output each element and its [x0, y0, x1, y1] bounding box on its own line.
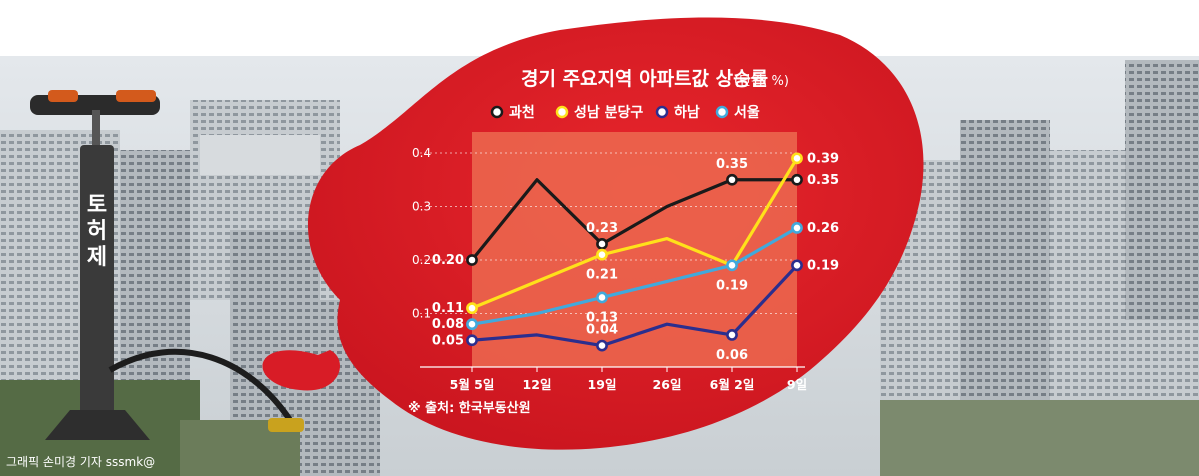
x-tick-label: 5월 5일: [450, 377, 495, 392]
data-label: 0.05: [432, 333, 464, 348]
legend-marker-gwacheon: [490, 105, 504, 119]
data-point: [791, 173, 803, 186]
chart-unit: (단위: %): [734, 74, 789, 89]
chart-title: 경기 주요지역 아파트값 상승률: [521, 68, 768, 90]
data-label: 0.19: [716, 278, 748, 293]
data-point: [466, 254, 478, 266]
y-tick-label: 0.1: [412, 307, 431, 321]
x-tick-label: 6월 2일: [710, 377, 755, 392]
y-tick-label: 0.3: [412, 200, 431, 214]
y-tick-label: 0.2: [412, 253, 431, 267]
data-point: [596, 238, 608, 250]
data-label: 0.13: [586, 310, 618, 325]
pump-label-char-1: 토: [87, 193, 107, 218]
legend-marker-hanam: [655, 105, 669, 119]
data-label: 0.21: [586, 268, 618, 283]
data-label: 0.20: [432, 253, 464, 268]
plot-area: [472, 132, 797, 367]
legend-marker-seoul: [715, 105, 729, 119]
data-label: 0.08: [432, 317, 464, 332]
data-label: 0.39: [807, 151, 839, 166]
data-point: [466, 318, 478, 331]
data-point: [726, 259, 738, 272]
data-point: [466, 302, 478, 315]
data-label: 0.06: [716, 348, 748, 363]
x-tick-label: 26일: [653, 377, 682, 392]
data-labels: 0.20 0.23 0.35 0.35 0.11 0.21 0.39 0.05 0.04 0.06…: [432, 151, 839, 363]
data-point: [726, 173, 738, 186]
data-label: 0.11: [432, 301, 464, 316]
data-point: [596, 248, 608, 261]
legend-label-gwacheon: 과천: [509, 105, 535, 121]
data-label: 0.04: [586, 323, 618, 338]
legend: 과천 성남 분당구 하남 서울: [490, 104, 760, 121]
pump-label-char-3: 제: [87, 245, 107, 270]
series-lines: [466, 152, 803, 352]
source-note: ※ 출처: 한국부동산원: [408, 400, 531, 416]
data-label: 0.26: [807, 221, 839, 236]
data-point: [791, 221, 803, 234]
data-label: 0.35: [807, 173, 839, 188]
x-tick-labels: 5월 5일 12일 19일 26일 6월 2일 9일: [420, 366, 807, 392]
graphic-credit: 그래픽 손미경 기자 sssmk@: [6, 455, 155, 469]
legend-label-hanam: 하남: [674, 104, 700, 121]
air-pump: 토 허 제: [30, 90, 304, 440]
series-line-0: [470, 178, 797, 262]
pump-label-char-2: 허: [87, 219, 107, 244]
data-point: [596, 291, 608, 304]
data-label: 0.19: [807, 258, 839, 273]
y-tick-label: 0.4: [412, 146, 431, 160]
x-tick-label: 9일: [787, 377, 807, 392]
series-line-2: [471, 264, 799, 348]
legend-label-seoul: 서울: [734, 104, 760, 121]
data-label: 0.35: [716, 157, 748, 172]
data-point: [466, 334, 478, 347]
chart-title-group: 경기 주요지역 아파트값 상승률 (단위: %): [521, 68, 789, 90]
x-tick-label: 12일: [523, 377, 552, 392]
legend-label-bundang: 성남 분당구: [574, 104, 643, 121]
data-point: [791, 152, 803, 165]
data-point: [791, 259, 803, 272]
data-point: [726, 328, 738, 341]
y-tick-labels: 0.1 0.2 0.3 0.4: [412, 146, 431, 321]
data-point: [596, 339, 608, 352]
data-label: 0.23: [586, 221, 618, 236]
x-tick-label: 19일: [588, 377, 617, 392]
series-line-1: [471, 157, 799, 310]
series-line-3: [471, 226, 798, 326]
legend-marker-bundang: [555, 105, 569, 119]
